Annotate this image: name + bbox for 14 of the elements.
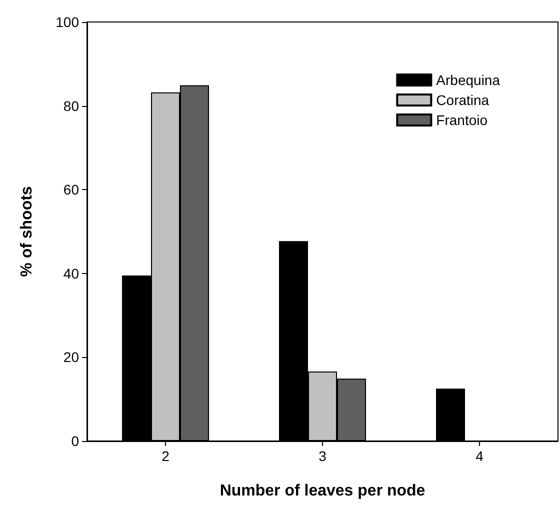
- y-tick-label: 0: [71, 433, 80, 449]
- y-tick-label: 40: [63, 265, 80, 282]
- x-tick-label: 3: [318, 448, 327, 464]
- legend-label: Arbequina: [436, 72, 500, 88]
- y-tick-label: 80: [63, 98, 80, 114]
- y-tick-label: 100: [56, 14, 80, 30]
- x-tick-label: 4: [476, 448, 484, 464]
- x-tick-label: 2: [162, 448, 170, 464]
- y-axis-title: % of shoots: [18, 186, 36, 277]
- y-tick-label: 60: [63, 182, 80, 198]
- legend-label: Coratina: [436, 92, 490, 108]
- y-tick-label: 20: [63, 349, 80, 366]
- legend-label: Frantoio: [436, 112, 488, 128]
- x-axis-title: Number of leaves per node: [220, 482, 426, 500]
